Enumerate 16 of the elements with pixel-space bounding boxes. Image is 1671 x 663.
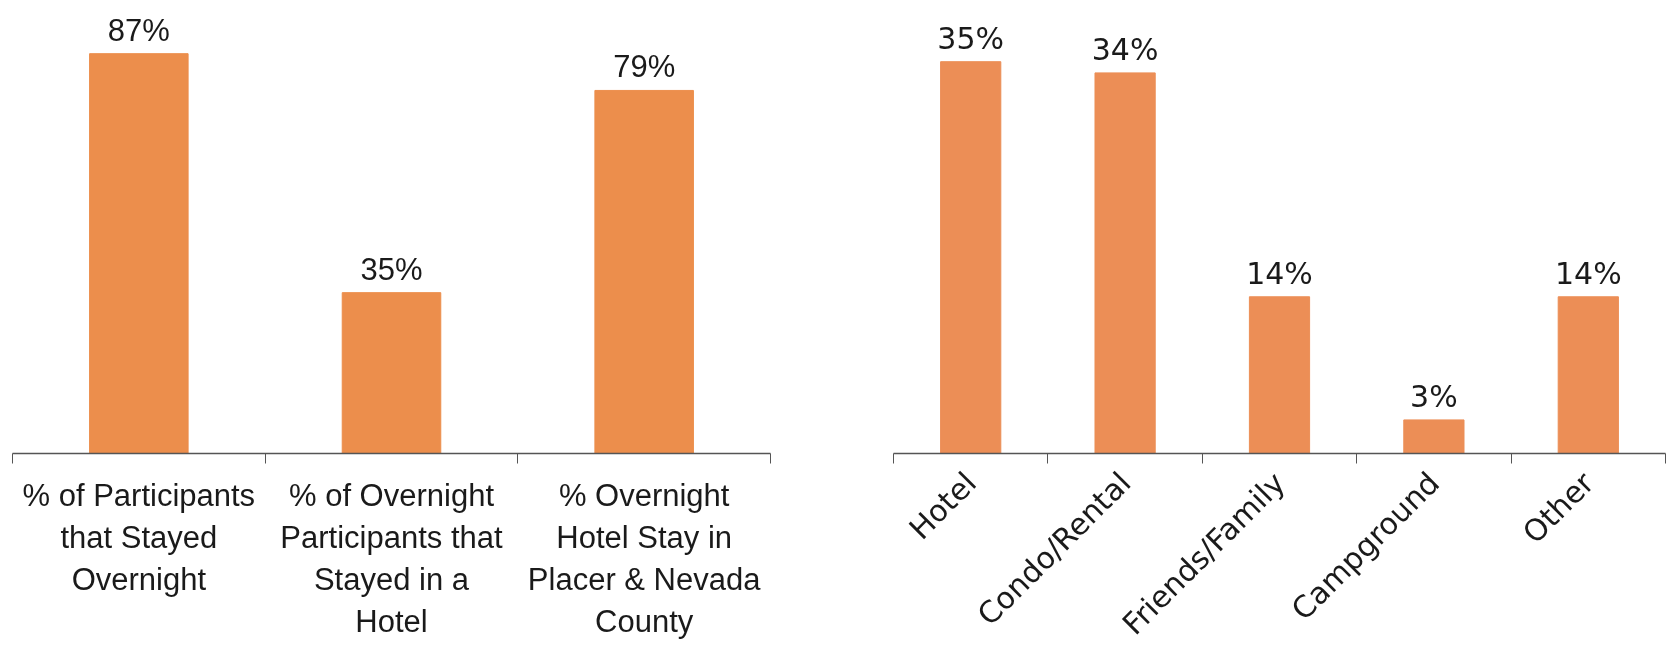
data-label: 35% — [937, 20, 1005, 56]
bar — [1557, 296, 1619, 454]
data-label: 3% — [1410, 378, 1458, 414]
data-label: 35% — [360, 251, 423, 287]
bar — [940, 61, 1002, 454]
x-tick-label: % of Participants that Stayed Overnight — [22, 477, 256, 597]
x-tick-label: % Overnight Hotel Stay in Placer & Nevada County — [527, 477, 762, 639]
data-label: 87% — [107, 12, 170, 48]
data-label: 79% — [613, 49, 676, 85]
bar — [1248, 296, 1311, 454]
x-tick-label: % of Overnight Participants that Stayed in a Hotel — [280, 477, 504, 639]
bar — [1403, 419, 1465, 454]
bar — [1094, 72, 1156, 454]
data-label: 34% — [1091, 31, 1159, 67]
data-label: 14% — [1246, 255, 1313, 291]
data-label: 14% — [1554, 255, 1622, 291]
